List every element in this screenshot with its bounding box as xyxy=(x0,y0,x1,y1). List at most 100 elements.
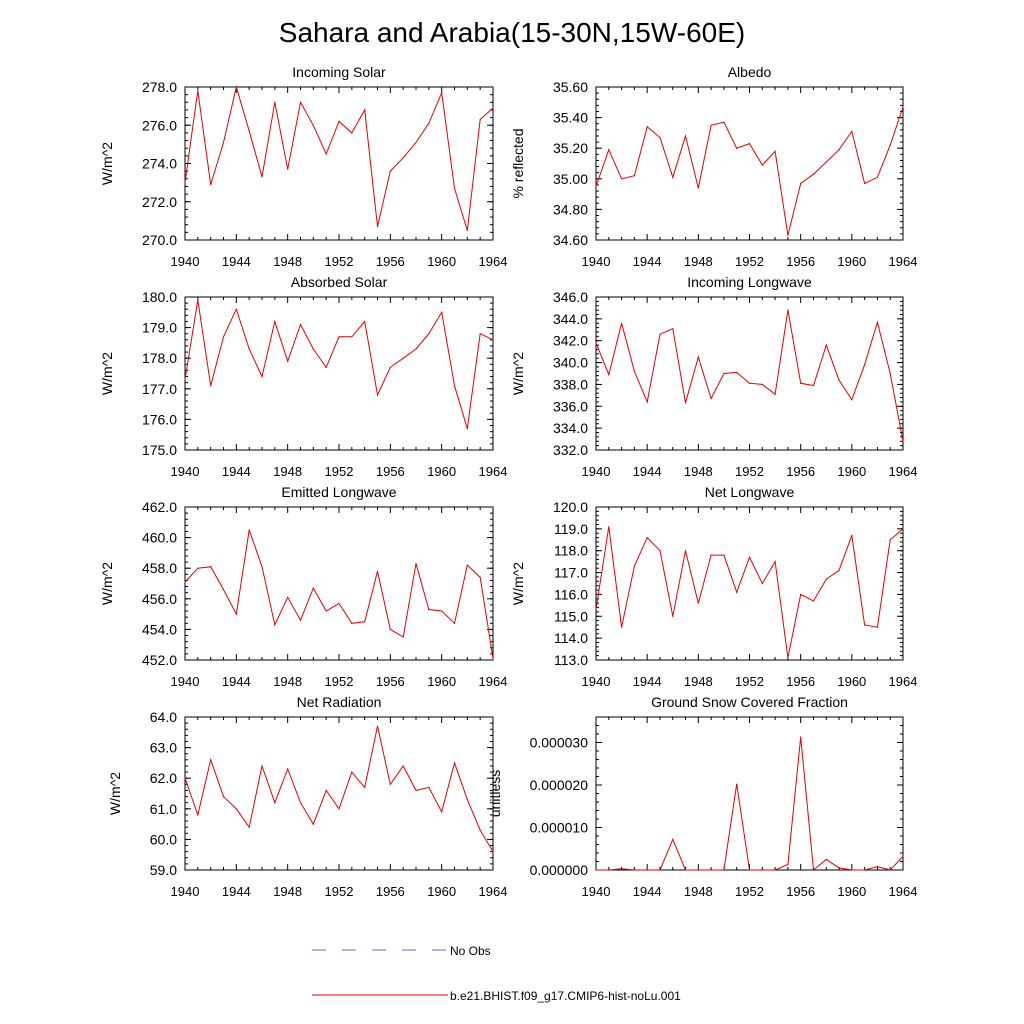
y-tick-label: 270.0 xyxy=(142,232,177,248)
x-tick-label: 1952 xyxy=(325,464,354,479)
x-tick-label: 1956 xyxy=(786,464,815,479)
x-tick-label: 1944 xyxy=(633,464,662,479)
panel-title: Ground Snow Covered Fraction xyxy=(651,694,848,710)
data-point xyxy=(889,372,891,375)
data-point xyxy=(659,869,661,871)
panel-3: Absorbed Solar W/m^2 1940 1944 1948 1952 1956 1… xyxy=(99,274,507,479)
panel-title: Incoming Solar xyxy=(292,64,386,80)
y-tick-label: 117.0 xyxy=(554,565,588,581)
data-point xyxy=(646,537,648,539)
x-tick-label: 1940 xyxy=(171,884,200,899)
data-point xyxy=(812,869,815,871)
panel-title: Emitted Longwave xyxy=(281,484,396,500)
data-point xyxy=(325,789,327,792)
data-point xyxy=(864,624,866,626)
data-point xyxy=(312,348,314,350)
plot-frame xyxy=(595,716,904,871)
data-point xyxy=(633,565,636,567)
data-point xyxy=(723,554,725,556)
y-tick-label: 180.0 xyxy=(142,289,177,305)
series-line xyxy=(595,310,904,442)
data-point xyxy=(492,851,494,853)
x-tick-label: 1960 xyxy=(427,254,456,269)
data-point xyxy=(889,144,891,146)
data-point xyxy=(466,428,468,430)
x-tick-label: 1944 xyxy=(222,884,251,899)
x-tick-label: 1940 xyxy=(582,464,611,479)
data-point xyxy=(197,90,199,92)
data-point xyxy=(312,823,314,825)
x-tick-label: 1948 xyxy=(684,254,713,269)
data-point xyxy=(800,736,802,738)
data-point xyxy=(633,370,636,372)
series-line xyxy=(595,106,904,236)
x-tick-label: 1940 xyxy=(582,674,611,689)
x-tick-label: 1956 xyxy=(786,884,815,899)
panel-7: Net Radiation W/m^2 1940 1944 1948 1952 1956 19… xyxy=(107,694,507,899)
y-tick-label: 340.0 xyxy=(553,355,588,371)
data-point xyxy=(338,120,340,122)
panel-title: Net Radiation xyxy=(297,694,382,710)
data-point xyxy=(261,376,263,378)
x-tick-label: 1944 xyxy=(633,674,662,689)
x-tick-label: 1960 xyxy=(427,464,456,479)
data-point xyxy=(287,360,289,362)
x-tick-label: 1948 xyxy=(684,464,713,479)
data-point xyxy=(402,765,404,767)
y-axis-label: W/m^2 xyxy=(510,352,526,395)
y-axis-label: W/m^2 xyxy=(99,352,115,395)
data-point xyxy=(441,610,443,612)
data-point xyxy=(723,372,725,375)
data-point xyxy=(864,869,866,871)
x-tick-label: 1960 xyxy=(837,464,866,479)
data-point xyxy=(812,600,815,602)
x-tick-label: 1956 xyxy=(376,464,405,479)
x-tick-label: 1940 xyxy=(171,254,200,269)
data-point xyxy=(761,869,763,871)
x-tick-label: 1940 xyxy=(171,464,200,479)
data-point xyxy=(838,867,840,869)
data-point xyxy=(672,328,674,330)
data-point xyxy=(851,399,853,401)
y-tick-label: 62.0 xyxy=(150,770,177,786)
data-point xyxy=(222,589,225,591)
panels: Incoming Solar W/m^2 1940 1944 1948 1952 1956 1… xyxy=(99,64,917,899)
y-tick-label: 120.0 xyxy=(553,499,588,515)
y-axis-label: unitless xyxy=(487,770,503,817)
panel-1: Incoming Solar W/m^2 1940 1944 1948 1952 1956 1… xyxy=(99,64,507,269)
data-point xyxy=(876,176,879,178)
y-tick-label: 178.0 xyxy=(142,350,177,366)
y-tick-label: 115.0 xyxy=(554,608,588,624)
x-tick-label: 1964 xyxy=(889,884,918,899)
data-point xyxy=(889,539,891,541)
figure-title: Sahara and Arabia(15-30N,15W-60E) xyxy=(279,17,745,48)
y-tick-label: 35.00 xyxy=(553,171,588,187)
data-point xyxy=(838,149,840,151)
panel-title: Incoming Longwave xyxy=(687,274,812,290)
data-point xyxy=(646,869,648,871)
data-point xyxy=(274,802,276,804)
data-point xyxy=(608,869,610,871)
y-tick-label: 61.0 xyxy=(150,801,177,817)
data-point xyxy=(492,107,494,109)
data-point xyxy=(325,153,327,155)
data-point xyxy=(684,402,687,404)
x-tick-label: 1948 xyxy=(273,674,302,689)
data-point xyxy=(248,826,250,828)
x-tick-label: 1944 xyxy=(633,254,662,269)
x-tick-label: 1952 xyxy=(735,884,764,899)
y-tick-label: 338.0 xyxy=(553,376,588,392)
x-tick-label: 1964 xyxy=(479,884,508,899)
data-point xyxy=(441,92,443,94)
y-tick-label: 278.0 xyxy=(142,79,177,95)
y-axis-label: W/m^2 xyxy=(99,142,115,185)
data-point xyxy=(864,182,866,184)
data-point xyxy=(889,869,891,871)
series-line xyxy=(184,726,494,852)
data-point xyxy=(595,185,597,187)
data-point xyxy=(697,356,699,358)
data-point xyxy=(633,175,636,177)
data-point xyxy=(787,234,789,236)
data-point xyxy=(235,613,237,615)
data-point xyxy=(453,622,456,624)
